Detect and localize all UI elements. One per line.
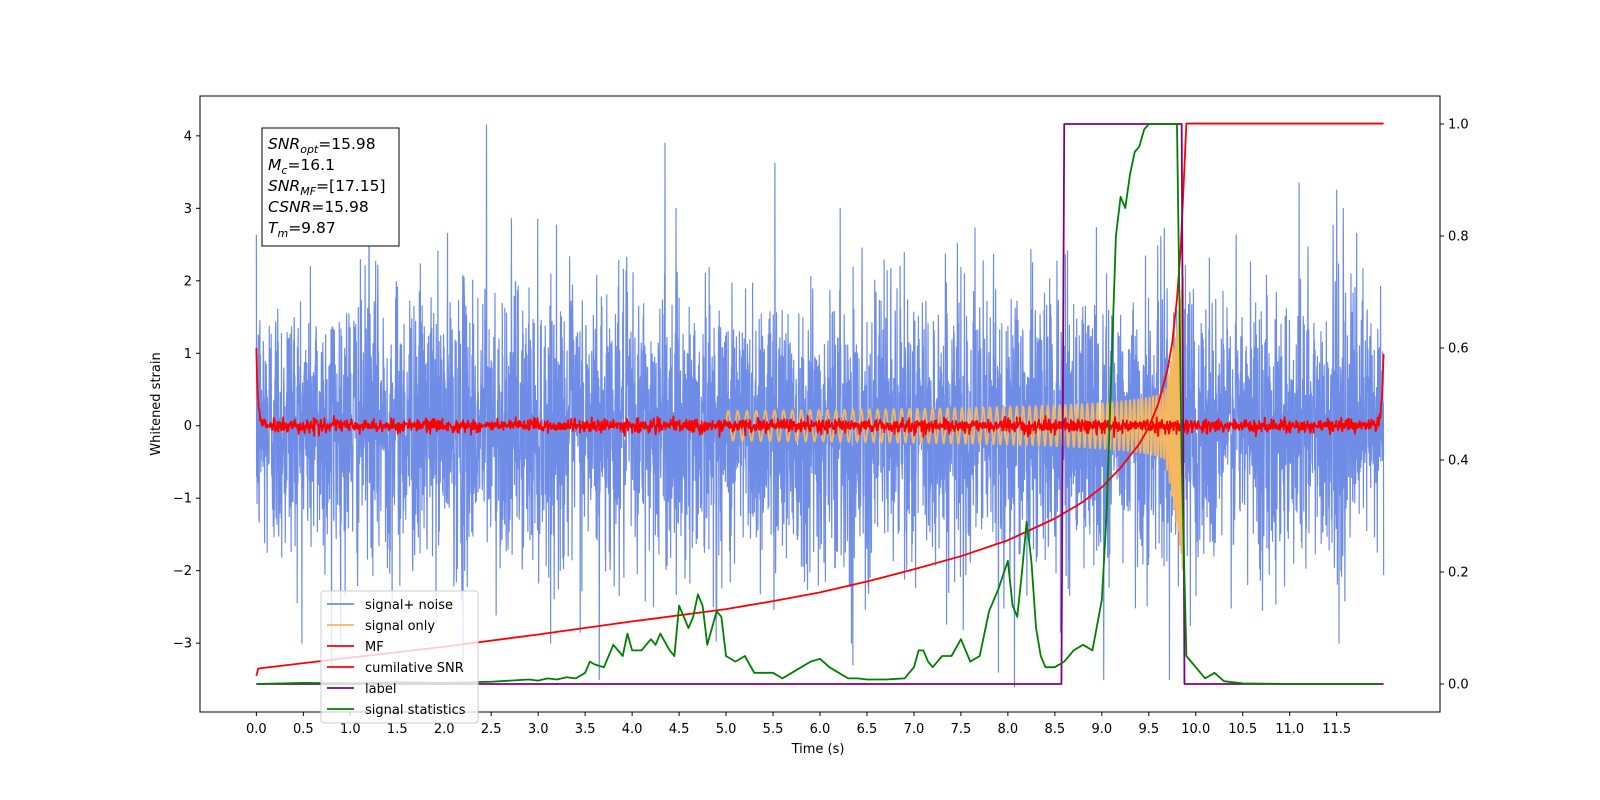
y2-tick-label: 1.0: [1448, 118, 1469, 133]
x-tick-label: 2.0: [434, 722, 455, 737]
legend-label: cumilative SNR: [365, 661, 464, 676]
y-tick-label: 3: [184, 202, 192, 217]
legend-label: signal+ noise: [365, 598, 453, 613]
x-tick-label: 9.0: [1091, 722, 1112, 737]
x-tick-label: 4.5: [669, 722, 690, 737]
legend-label: MF: [365, 640, 384, 655]
annotation-box: SNRopt=15.98Mc=16.1SNRMF=[17.15]CSNR=15.…: [261, 127, 400, 247]
x-tick-label: 10.5: [1228, 722, 1257, 737]
legend-label: signal only: [365, 619, 435, 634]
x-tick-label: 6.5: [857, 722, 878, 737]
y2-tick-label: 0.6: [1448, 342, 1469, 357]
x-tick-label: 1.5: [387, 722, 408, 737]
annotation-line: Mc=16.1: [268, 156, 335, 177]
y-tick-label: 2: [184, 274, 192, 289]
y-tick-label: 1: [184, 347, 192, 362]
x-tick-label: 0.5: [293, 722, 314, 737]
x-tick-label: 3.0: [528, 722, 549, 737]
x-tick-label: 8.0: [998, 722, 1019, 737]
legend-label: signal statistics: [365, 703, 466, 718]
y2-tick-label: 0.8: [1448, 230, 1469, 245]
annotation-line: Tm=9.87: [268, 219, 336, 240]
y-tick-label: −2: [173, 564, 192, 579]
annotation-line: SNRopt=15.98: [268, 135, 376, 156]
y2-tick-label: 0.2: [1448, 566, 1469, 581]
x-tick-label: 8.5: [1045, 722, 1066, 737]
annotation-line: CSNR=15.98: [268, 198, 369, 216]
y-tick-label: −3: [173, 637, 192, 652]
x-tick-label: 3.5: [575, 722, 596, 737]
series-signal-only: [725, 276, 1185, 572]
x-tick-label: 4.0: [622, 722, 643, 737]
y-tick-label: −1: [173, 492, 192, 507]
x-tick-label: 5.5: [763, 722, 784, 737]
x-tick-label: 7.5: [951, 722, 972, 737]
x-tick-label: 1.0: [340, 722, 361, 737]
x-tick-label: 7.0: [904, 722, 925, 737]
x-tick-label: 2.5: [481, 722, 502, 737]
y2-tick-label: 0.4: [1448, 454, 1469, 469]
x-tick-label: 10.0: [1181, 722, 1210, 737]
series-mf: [255, 348, 1385, 439]
x-tick-label: 9.5: [1138, 722, 1159, 737]
series-label: [256, 123, 1384, 685]
annotation-frame: [261, 127, 400, 247]
series-layer: [255, 122, 1385, 688]
annotation-line: SNRMF=[17.15]: [268, 177, 386, 198]
x-tick-label: 11.5: [1322, 722, 1351, 737]
x-tick-label: 11.0: [1275, 722, 1304, 737]
x-axis-label: Time (s): [791, 742, 845, 757]
y-tick-label: 4: [184, 129, 192, 144]
series-signal-statistics: [256, 123, 1379, 685]
y-axis-label: Whitened strain: [149, 352, 164, 455]
series-signal-noise: [255, 124, 1385, 688]
legend-frame: [320, 590, 479, 724]
x-tick-label: 6.0: [810, 722, 831, 737]
legend: signal+ noise signal only MF cumilative SNR…: [320, 590, 479, 724]
legend-label: label: [365, 682, 396, 697]
y2-tick-label: 0.0: [1448, 678, 1469, 693]
x-tick-label: 5.0: [716, 722, 737, 737]
ticks-layer: 0.0 0.5 1.0 1.5 2.0 2.5 3.0 3.5 4.0 4.5 5.0 5.5 6.0 6…: [173, 118, 1469, 738]
y-tick-label: 0: [184, 419, 192, 434]
x-tick-label: 0.0: [246, 722, 267, 737]
